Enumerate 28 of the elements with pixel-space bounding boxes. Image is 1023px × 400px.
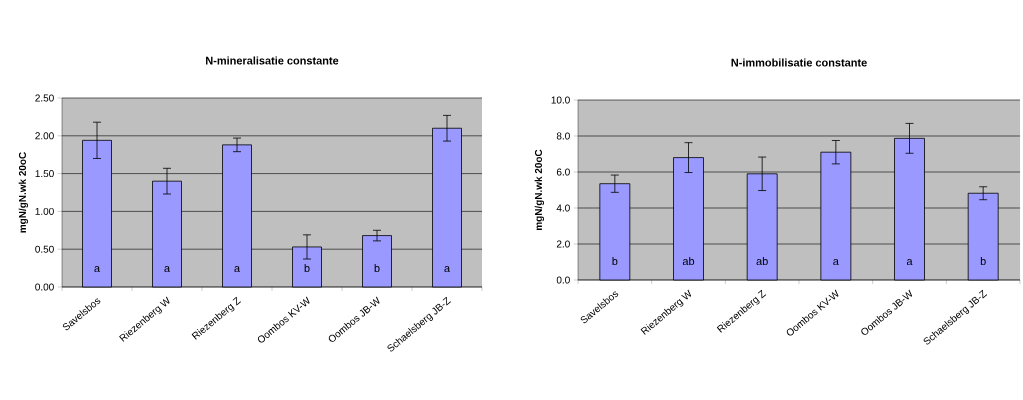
annotation: a bbox=[444, 266, 451, 273]
annotation: ab bbox=[756, 257, 768, 266]
y-tick-label: 2.50 bbox=[35, 94, 54, 102]
y-tick-label: 10.0 bbox=[551, 96, 570, 104]
annotation: a bbox=[234, 266, 241, 273]
chart-title: N-mineralisatie constante bbox=[206, 56, 339, 65]
annotation: b bbox=[304, 264, 310, 273]
y-tick-label: 4.0 bbox=[556, 204, 570, 212]
annotation: a bbox=[833, 259, 839, 266]
y-tick-label: 0.0 bbox=[556, 276, 570, 284]
annotation: b bbox=[374, 264, 380, 273]
y-axis-title: mgN/gN.wk 20oC bbox=[18, 152, 28, 233]
annotation: b bbox=[612, 257, 618, 266]
annotation: a bbox=[906, 259, 913, 266]
y-tick-label: 2.00 bbox=[35, 132, 54, 140]
annotation: a bbox=[94, 266, 101, 273]
y-tick-label: 2.0 bbox=[556, 240, 570, 248]
y-tick-label: 1.00 bbox=[35, 207, 54, 215]
y-axis-title: mgN/gN.wk 20oC bbox=[534, 149, 544, 231]
y-tick-label: 6.0 bbox=[556, 168, 570, 176]
y-tick-label: 0.50 bbox=[35, 245, 54, 253]
y-tick-label: 8.0 bbox=[556, 132, 570, 140]
chart-title: N-immobilisatie constante bbox=[731, 58, 867, 67]
y-tick-label: 1.50 bbox=[35, 170, 54, 178]
annotation: ab bbox=[682, 257, 695, 266]
y-tick-label: 0.00 bbox=[35, 283, 54, 291]
annotation: b bbox=[980, 257, 986, 266]
annotation: a bbox=[164, 266, 171, 273]
